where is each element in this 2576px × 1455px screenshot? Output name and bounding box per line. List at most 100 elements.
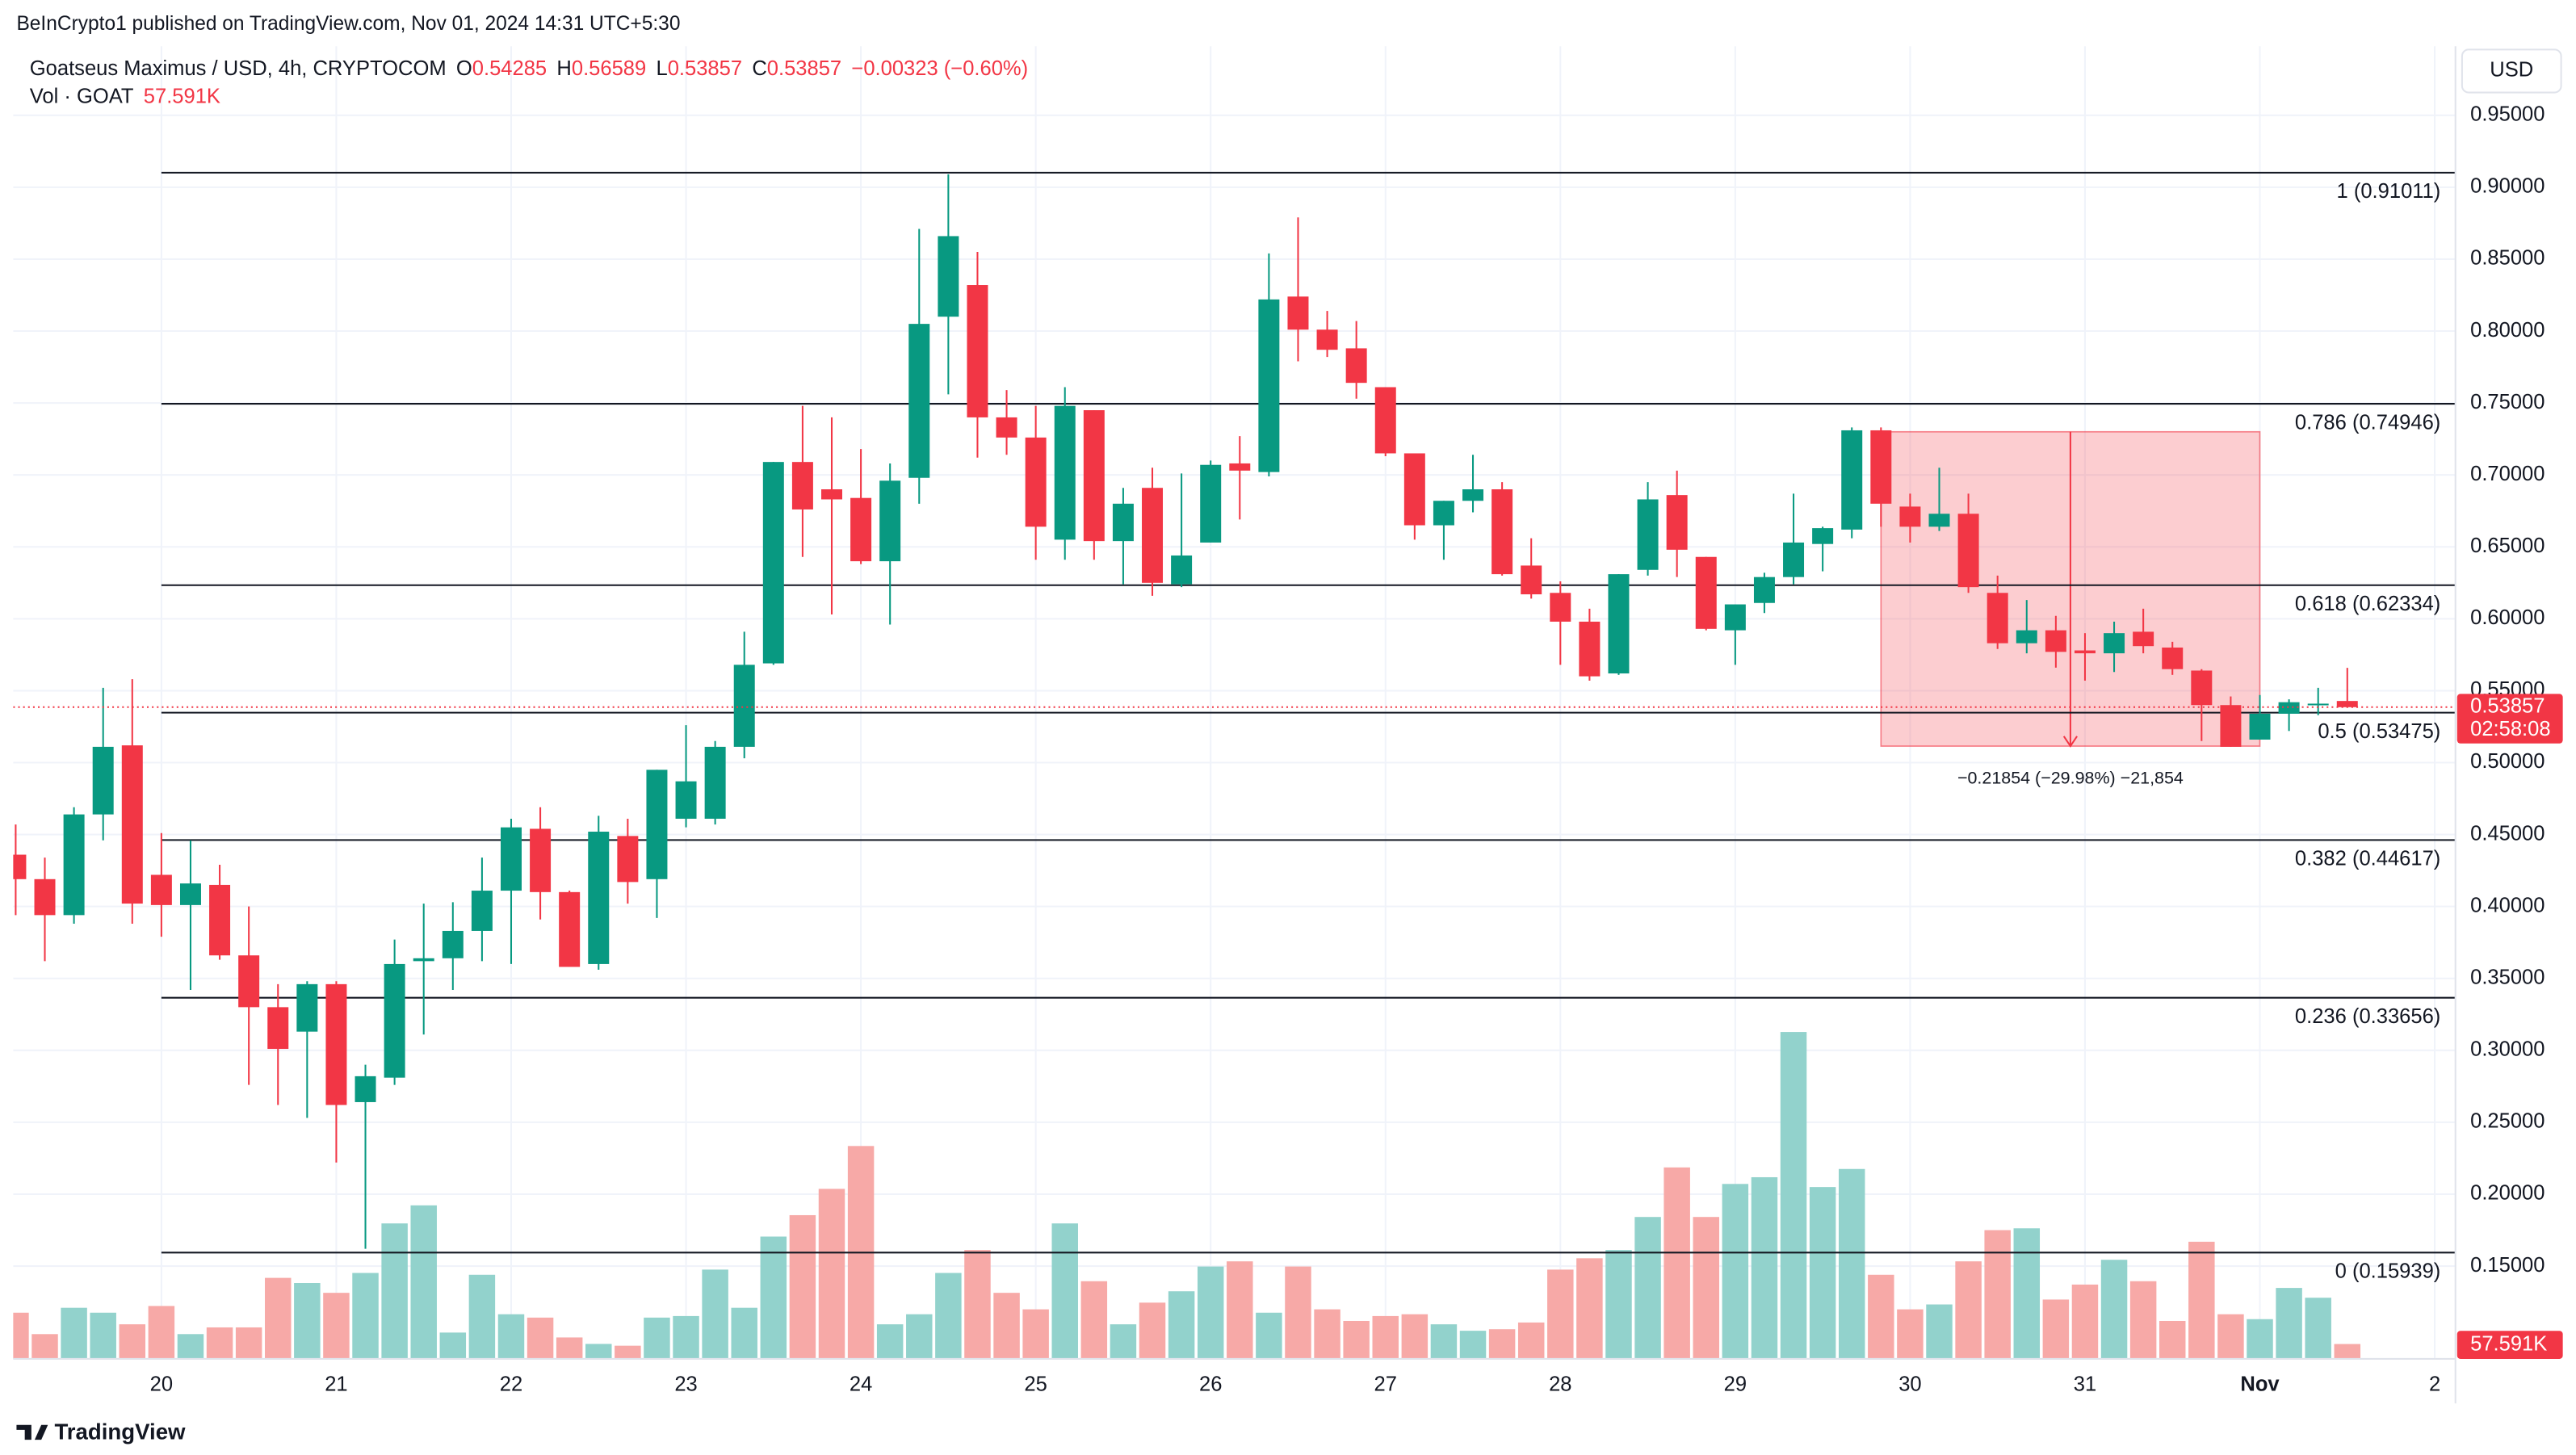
candle-body bbox=[821, 489, 842, 500]
x-tick-label: 30 bbox=[1898, 1373, 1921, 1395]
volume-bar bbox=[1314, 1309, 1340, 1359]
candle-body bbox=[1403, 453, 1425, 526]
volume-bar bbox=[497, 1314, 525, 1359]
candle-body bbox=[530, 828, 552, 892]
candle-body bbox=[1550, 593, 1571, 622]
y-tick-label: 0.15000 bbox=[2470, 1254, 2545, 1277]
volume-bar bbox=[439, 1332, 467, 1359]
open-value: 0.54285 bbox=[472, 57, 547, 80]
candle-body bbox=[733, 665, 755, 747]
candle-body bbox=[1899, 506, 1921, 527]
volume-bar bbox=[381, 1223, 408, 1359]
volume-bar bbox=[1256, 1312, 1282, 1359]
y-tick-label: 0.80000 bbox=[2470, 319, 2545, 342]
plot-area bbox=[13, 171, 2456, 1359]
volume-bar bbox=[2071, 1284, 2099, 1359]
volume-bar bbox=[1372, 1315, 1399, 1359]
candle-body bbox=[704, 746, 726, 819]
volume-bar bbox=[2042, 1299, 2070, 1359]
candle-body bbox=[1695, 556, 1717, 629]
volume-bar bbox=[1139, 1302, 1166, 1359]
candle-body bbox=[63, 814, 85, 916]
symbol: Goatseus Maximus / USD, 4h, CRYPTOCOM bbox=[30, 57, 447, 80]
candle-body bbox=[179, 883, 201, 905]
y-tick-label: 0.90000 bbox=[2470, 175, 2545, 198]
fib-level-label: 0.5 (0.53475) bbox=[2318, 720, 2440, 743]
fib-level-label: 0.382 (0.44617) bbox=[2295, 848, 2440, 870]
currency-button[interactable] bbox=[2461, 48, 2562, 94]
volume-bar bbox=[760, 1236, 787, 1359]
y-tick-label: 0.40000 bbox=[2470, 894, 2545, 916]
volume-bar bbox=[265, 1277, 292, 1359]
y-tick-label: 0.70000 bbox=[2470, 463, 2545, 485]
volume-bar bbox=[13, 1312, 29, 1359]
fib-level-label: 0.236 (0.33656) bbox=[2295, 1005, 2440, 1028]
x-tick-label: 2 bbox=[2429, 1373, 2440, 1395]
volume-badge bbox=[2456, 1331, 2563, 1359]
volume-bar bbox=[876, 1324, 904, 1359]
candle-body bbox=[355, 1076, 376, 1102]
volume-bar bbox=[673, 1315, 699, 1359]
candle-body bbox=[1025, 437, 1047, 527]
volume-bar bbox=[964, 1250, 991, 1359]
o-label: O bbox=[456, 57, 472, 80]
volume-bar bbox=[993, 1293, 1020, 1359]
candle-body bbox=[1200, 464, 1222, 543]
currency-label[interactable]: USD bbox=[2490, 59, 2533, 82]
candle-body bbox=[1957, 514, 1979, 588]
x-tick-label: 31 bbox=[2074, 1373, 2096, 1395]
volume-bar bbox=[935, 1273, 962, 1359]
high-value: 0.56589 bbox=[572, 57, 646, 80]
l-label: L bbox=[656, 57, 667, 80]
volume-bar bbox=[2305, 1298, 2331, 1359]
candle-body bbox=[1637, 499, 1659, 570]
candle-body bbox=[92, 746, 114, 815]
candle-body bbox=[2016, 630, 2037, 644]
candle-body bbox=[1258, 299, 1280, 472]
volume-bar bbox=[323, 1293, 350, 1359]
candle-body bbox=[996, 417, 1017, 438]
candle-body bbox=[1579, 621, 1601, 677]
volume-bar bbox=[90, 1312, 116, 1359]
volume-bar bbox=[1809, 1187, 1836, 1359]
candle-body bbox=[1287, 296, 1309, 330]
volume-bar bbox=[294, 1283, 321, 1359]
volume-bar bbox=[731, 1307, 757, 1359]
candle-body bbox=[1054, 405, 1076, 540]
candle-body bbox=[2104, 633, 2125, 654]
candle-body bbox=[2220, 705, 2242, 747]
volume-value: 57.591K bbox=[144, 85, 220, 107]
volume-bar bbox=[527, 1317, 554, 1359]
volume-bar bbox=[119, 1324, 146, 1359]
volume-bar bbox=[148, 1306, 175, 1359]
candle-body bbox=[2191, 670, 2213, 706]
fib-level-label: 0.786 (0.74946) bbox=[2295, 411, 2440, 434]
candle-body bbox=[1142, 488, 1164, 583]
y-tick-label: 0.60000 bbox=[2470, 606, 2545, 629]
candle-body bbox=[791, 462, 813, 509]
candle-body bbox=[1928, 514, 1950, 527]
volume-bar bbox=[1634, 1217, 1661, 1359]
volume-bar bbox=[1693, 1217, 1720, 1359]
candle-body bbox=[384, 963, 405, 1078]
x-tick-label: 28 bbox=[1549, 1373, 1571, 1395]
candle-body bbox=[559, 891, 581, 967]
axes: 0.15000 0.20000 0.25000 0.30000 0.35000 0.400… bbox=[150, 103, 2563, 1395]
volume-bar bbox=[2013, 1228, 2041, 1359]
candle-body bbox=[1083, 410, 1105, 542]
candle-body bbox=[2074, 650, 2096, 654]
volume-bar bbox=[2129, 1281, 2157, 1359]
candle-body bbox=[850, 497, 872, 562]
candle-body bbox=[1783, 542, 1805, 577]
volume-bar bbox=[1926, 1304, 1953, 1359]
candle-body bbox=[1870, 430, 1892, 504]
candle-body bbox=[1316, 329, 1338, 350]
candle-body bbox=[34, 878, 56, 916]
x-tick-label: 27 bbox=[1374, 1373, 1397, 1395]
volume-bar bbox=[1576, 1258, 1603, 1359]
candle-body bbox=[1987, 593, 2008, 644]
volume-bar bbox=[61, 1307, 87, 1359]
candle-body bbox=[1374, 387, 1396, 454]
volume-bar bbox=[1051, 1223, 1078, 1359]
